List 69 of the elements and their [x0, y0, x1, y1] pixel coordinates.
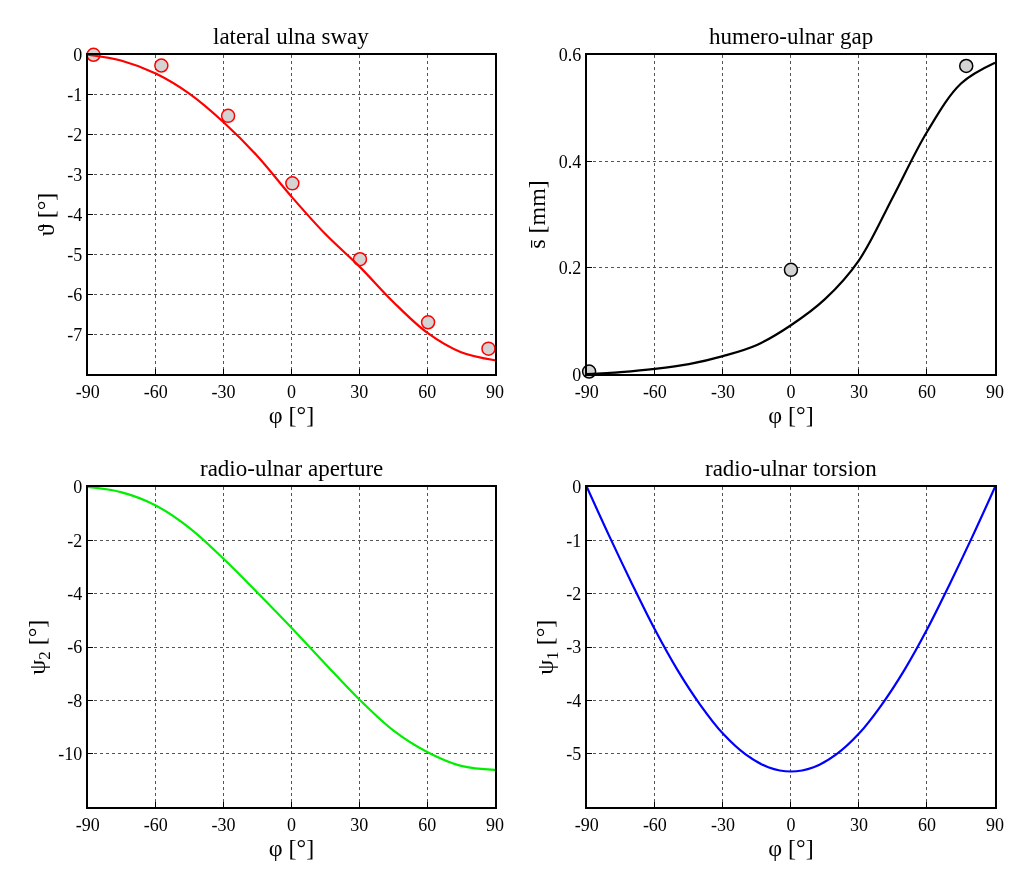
x-tick-label: 90	[486, 814, 505, 835]
y-tick-label: -2	[566, 584, 582, 605]
y-tick-label: 0	[73, 45, 83, 66]
x-tick-label: 90	[986, 381, 1005, 402]
y-axis-title: s̄ [mm]	[524, 180, 551, 249]
y-tick-label: -5	[67, 244, 83, 265]
y-tick-label: -10	[58, 744, 83, 765]
y-tick-label: 0.2	[558, 258, 582, 279]
x-axis-title: φ [°]	[768, 834, 814, 861]
y-tick-label: -4	[67, 204, 83, 225]
x-tick-label: 0	[786, 381, 796, 402]
y-tick-label: -6	[67, 637, 83, 658]
x-tick-label: -90	[75, 381, 100, 402]
x-tick-label: -30	[710, 381, 735, 402]
point	[958, 58, 974, 74]
x-tick-label: 60	[918, 381, 936, 402]
point	[285, 176, 300, 191]
y-tick-label: -8	[67, 690, 83, 711]
chart-title: radio-ulnar torsion	[705, 456, 878, 481]
x-tick-label: -30	[211, 814, 236, 835]
y-tick-label: -1	[67, 85, 83, 105]
y-tick-label: -7	[67, 324, 83, 345]
line-series	[87, 486, 496, 772]
y-axis-title: ϑ [°]	[32, 192, 59, 237]
x-tick-label: -30	[710, 814, 735, 835]
y-tick-label: -2	[67, 530, 83, 551]
point	[481, 341, 496, 356]
line-series	[586, 486, 996, 773]
x-tick-label: 60	[918, 814, 936, 835]
y-tick-label: -1	[566, 530, 582, 551]
y-tick-label: -6	[67, 284, 83, 305]
y-tick-label: 0.6	[558, 45, 582, 66]
y-tick-label: -3	[67, 164, 83, 185]
x-tick-label: 0	[286, 814, 296, 835]
y-tick-label: -3	[566, 637, 582, 658]
x-tick-label: -60	[143, 381, 168, 402]
x-tick-label: 90	[486, 381, 505, 402]
y-tick-label: -5	[566, 744, 582, 765]
chart-title: humero-ulnar gap	[709, 24, 874, 49]
x-tick-label: 60	[418, 381, 437, 402]
point	[783, 262, 799, 278]
y-tick-label: -4	[67, 584, 83, 605]
point	[154, 58, 169, 73]
x-axis-title: φ [°]	[268, 834, 315, 861]
x-tick-label: -90	[75, 814, 100, 835]
x-tick-label: -60	[143, 814, 168, 835]
x-tick-label: 30	[849, 814, 868, 835]
x-axis-title: φ [°]	[268, 401, 315, 428]
x-axis-title: φ [°]	[768, 401, 814, 428]
y-tick-label: 0.4	[558, 151, 582, 172]
y-tick-label: 0	[73, 477, 83, 498]
x-tick-label: 60	[418, 814, 437, 835]
y-tick-label: 0	[572, 477, 582, 498]
x-tick-label: -90	[574, 814, 599, 835]
y-tick-label: -2	[67, 124, 83, 145]
x-tick-label: 0	[786, 814, 796, 835]
x-tick-label: -60	[642, 814, 667, 835]
x-tick-label: 0	[286, 381, 296, 402]
chart-title: lateral ulna sway	[213, 24, 370, 49]
x-tick-label: 30	[350, 381, 369, 402]
x-tick-label: 90	[986, 814, 1005, 835]
x-tick-label: -60	[642, 381, 667, 402]
y-tick-label: -4	[566, 690, 582, 711]
x-tick-label: -30	[211, 381, 236, 402]
point	[220, 108, 236, 124]
point	[420, 315, 436, 330]
chart-title: radio-ulnar aperture	[200, 456, 384, 481]
x-tick-label: 30	[849, 381, 868, 402]
x-tick-label: 30	[350, 814, 369, 835]
